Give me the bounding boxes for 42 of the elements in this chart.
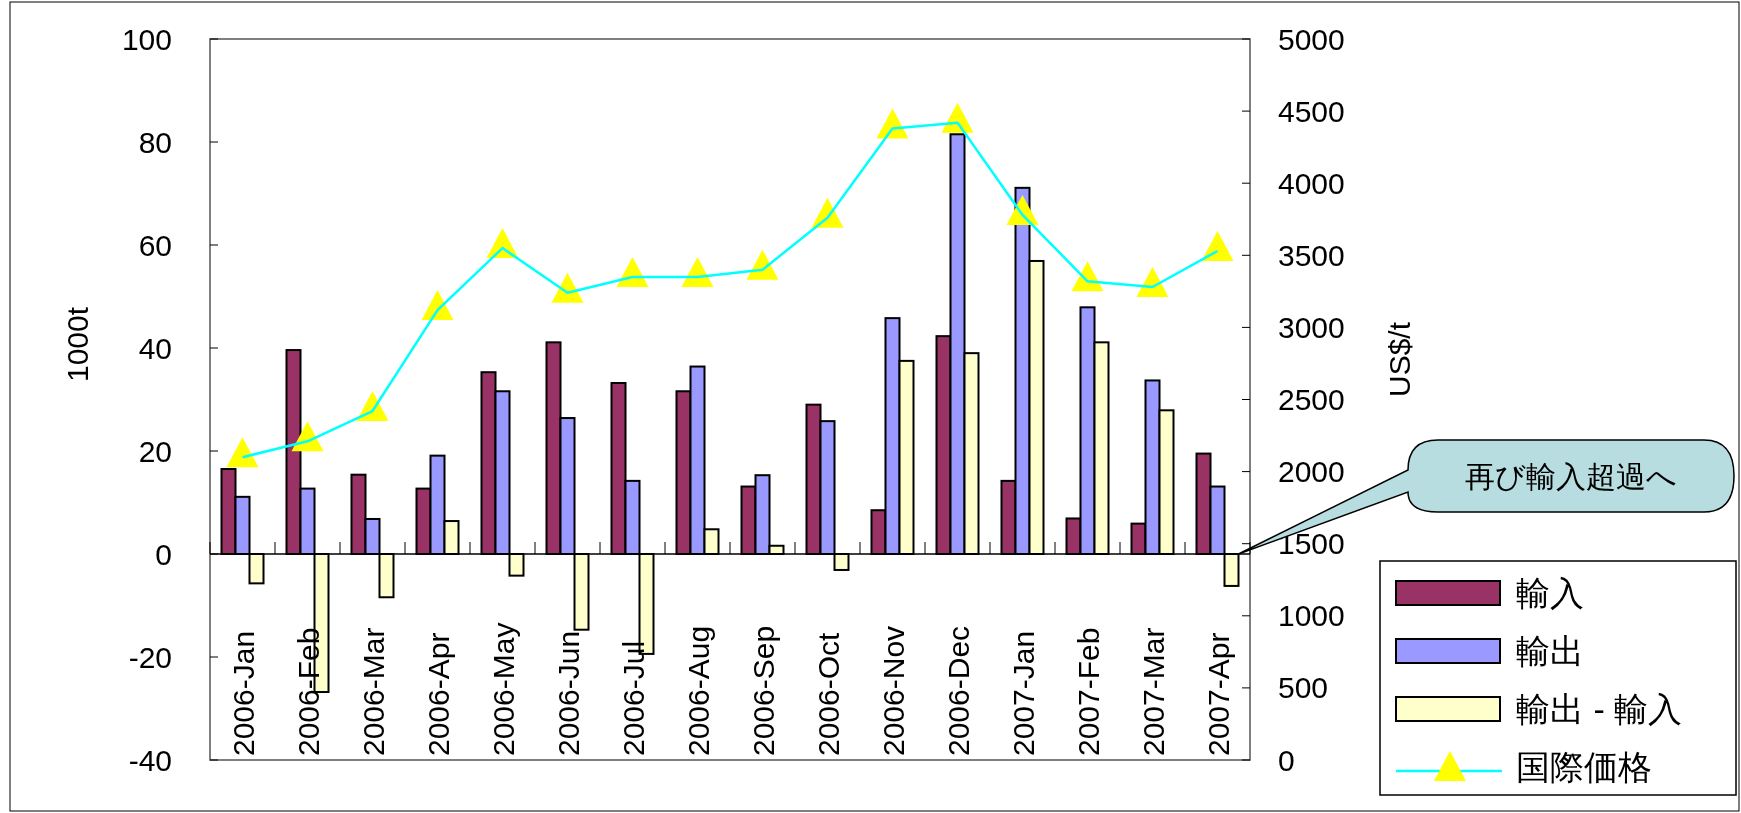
legend-label: 輸出 - 輸入 [1516, 690, 1683, 728]
x-tick-label: 2006-Apr [421, 632, 455, 756]
x-tick-label: 2006-Sep [746, 625, 780, 756]
x-tick-label: 2007-Feb [1071, 627, 1105, 756]
y2-tick-label: 3500 [1278, 238, 1345, 272]
y2-tick-label: 1500 [1278, 527, 1345, 561]
x-tick-label: 2006-Jun [551, 630, 585, 756]
y2-tick-label: 0 [1278, 743, 1295, 777]
x-tick-label: 2006-Aug [681, 625, 715, 756]
x-tick-label: 2006-Oct [811, 631, 845, 756]
x-tick-label: 2006-Jul [616, 640, 650, 756]
y-tick-label: 0 [155, 537, 172, 571]
x-tick-label: 2006-Mar [356, 627, 390, 756]
y2-tick-label: 3000 [1278, 310, 1345, 344]
y-tick-label: 60 [138, 228, 172, 262]
y2-tick-label: 500 [1278, 671, 1329, 705]
x-tick-label: 2007-Mar [1136, 627, 1170, 756]
x-tick-label: 2006-Feb [291, 627, 325, 756]
legend-label: 輸出 [1516, 632, 1584, 670]
text: 再び輸入超過へ [1465, 459, 1677, 493]
y-tick-label: 100 [121, 22, 172, 56]
y2-tick-label: 4500 [1278, 94, 1345, 128]
y2-tick-label: 5000 [1278, 22, 1345, 56]
y-tick-label: -20 [128, 640, 172, 674]
x-tick-label: 2007-Jan [1006, 630, 1040, 756]
y2-tick-label: 1000 [1278, 599, 1345, 633]
y2-axis-title: US$/t [1383, 321, 1416, 398]
legend-label: 国際価格 [1516, 748, 1652, 786]
y-tick-label: 80 [138, 125, 172, 159]
y-tick-label: 40 [138, 331, 172, 365]
x-tick-label: 2006-Jan [226, 630, 260, 756]
y2-tick-label: 2000 [1278, 455, 1345, 489]
legend-label: 輸入 [1516, 574, 1584, 612]
y-tick-label: -40 [128, 743, 172, 777]
y-tick-label: 20 [138, 434, 172, 468]
x-tick-label: 2007-Apr [1201, 632, 1235, 756]
x-tick-label: 2006-May [486, 622, 520, 756]
y2-tick-label: 4000 [1278, 166, 1345, 200]
x-tick-label: 2006-Nov [876, 625, 910, 756]
y2-tick-label: 2500 [1278, 383, 1345, 416]
x-tick-label: 2006-Dec [941, 625, 975, 756]
y-axis-title: 1000t [61, 306, 94, 383]
